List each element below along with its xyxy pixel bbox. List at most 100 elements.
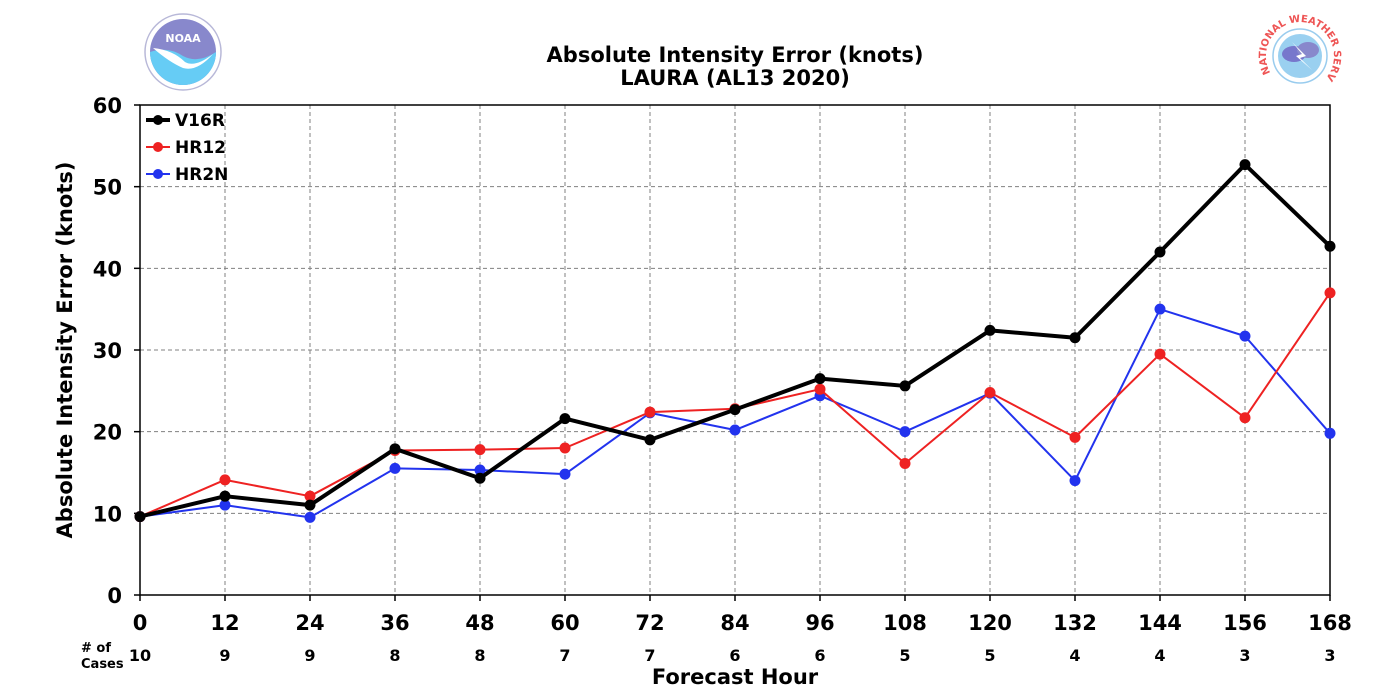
x-tick-label: 48 [465, 611, 494, 635]
cases-label-line1: # of [81, 641, 111, 656]
data-point-hr2n [899, 426, 911, 438]
case-count: 8 [389, 646, 400, 665]
data-point-hr12 [984, 386, 996, 398]
case-count: 6 [729, 646, 740, 665]
data-point-hr2n [389, 462, 401, 474]
case-count: 9 [304, 646, 315, 665]
x-tick-label: 36 [380, 611, 409, 635]
data-point-hr12 [1239, 412, 1251, 424]
legend-marker [153, 169, 163, 179]
data-point-hr12 [1324, 287, 1336, 299]
x-tick-label: 84 [720, 611, 749, 635]
data-point-hr12 [1069, 431, 1081, 443]
data-point-hr2n [219, 499, 231, 511]
x-tick-label: 72 [635, 611, 664, 635]
data-point-hr2n [1239, 330, 1251, 342]
legend-marker [153, 142, 163, 152]
data-point-hr12 [899, 458, 911, 470]
cases-label-line2: Cases [81, 657, 124, 672]
y-tick-label: 50 [93, 176, 122, 200]
data-point-v16r [389, 443, 401, 455]
series-v16r [134, 159, 1336, 523]
x-tick-label: 156 [1223, 611, 1267, 635]
data-point-hr12 [219, 474, 231, 486]
y-axis: 0 10 20 30 40 50 60 [93, 94, 140, 608]
x-tick-label: 168 [1308, 611, 1352, 635]
x-tick-label: 120 [968, 611, 1012, 635]
data-point-v16r [474, 472, 486, 484]
y-tick-label: 10 [93, 502, 122, 526]
legend-label: HR2N [175, 165, 228, 185]
data-point-hr12 [644, 406, 656, 418]
case-count: 7 [559, 646, 570, 665]
noaa-logo-text: NOAA [165, 32, 201, 45]
grid-lines [140, 105, 1330, 595]
y-tick-label: 40 [93, 257, 122, 281]
data-point-hr2n [1324, 427, 1336, 439]
case-count: 4 [1069, 646, 1080, 665]
x-tick-label: 96 [805, 611, 834, 635]
nws-logo: NATIONAL WEATHER SERVICE [1258, 14, 1342, 84]
data-point-v16r [814, 373, 826, 385]
case-count: 3 [1324, 646, 1335, 665]
legend-label: HR12 [175, 138, 226, 158]
data-point-hr12 [814, 383, 826, 395]
legend-item-hr2n: HR2N [146, 165, 228, 185]
data-point-hr2n [1069, 475, 1081, 487]
data-point-hr2n [729, 424, 741, 436]
data-point-v16r [219, 490, 231, 502]
case-count: 10 [129, 646, 151, 665]
legend-marker [153, 115, 163, 125]
data-point-hr2n [304, 511, 316, 523]
noaa-logo: NOAA [144, 13, 222, 91]
data-point-hr12 [304, 490, 316, 502]
data-point-v16r [1239, 159, 1251, 171]
case-count: 3 [1239, 646, 1250, 665]
data-point-hr12 [474, 444, 486, 456]
data-point-v16r [1069, 332, 1081, 344]
data-point-hr12 [559, 442, 571, 454]
case-count: 5 [984, 646, 995, 665]
x-tick-label: 132 [1053, 611, 1097, 635]
x-tick-label: 0 [133, 611, 148, 635]
x-tick-label: 12 [210, 611, 239, 635]
data-point-v16r [899, 380, 911, 392]
x-axis: 0 12 24 36 48 60 72 84 96 108 120 132 144 156 168 [133, 595, 1352, 635]
data-point-hr2n [559, 468, 571, 480]
y-tick-label: 30 [93, 339, 122, 363]
legend-item-hr12: HR12 [146, 138, 226, 158]
x-tick-label: 60 [550, 611, 579, 635]
data-point-v16r [984, 324, 996, 336]
series-layer [134, 159, 1336, 523]
data-point-v16r [559, 413, 571, 425]
legend-label: V16R [175, 111, 225, 131]
cases-row: 10 9 9 8 8 7 7 6 6 5 5 4 4 3 3 [129, 646, 1336, 665]
legend-item-v16r: V16R [146, 111, 225, 131]
data-point-hr2n [474, 464, 486, 476]
data-point-hr12 [1154, 348, 1166, 360]
x-tick-label: 24 [295, 611, 324, 635]
data-point-hr2n [1154, 303, 1166, 315]
x-tick-label: 108 [883, 611, 927, 635]
y-tick-label: 60 [93, 94, 122, 118]
case-count: 4 [1154, 646, 1165, 665]
case-count: 5 [899, 646, 910, 665]
y-tick-label: 0 [107, 584, 122, 608]
y-tick-label: 20 [93, 421, 122, 445]
case-count: 6 [814, 646, 825, 665]
y-axis-label: Absolute Intensity Error (knots) [53, 162, 77, 539]
data-point-v16r [644, 434, 656, 446]
data-point-v16r [1324, 240, 1336, 252]
case-count: 9 [219, 646, 230, 665]
data-point-v16r [729, 404, 741, 416]
case-count: 7 [644, 646, 655, 665]
x-tick-label: 144 [1138, 611, 1182, 635]
data-point-v16r [304, 499, 316, 511]
x-axis-label: Forecast Hour [652, 665, 819, 689]
chart-title: Absolute Intensity Error (knots) [547, 43, 924, 67]
legend: V16R HR12 HR2N [146, 111, 228, 185]
chart-subtitle: LAURA (AL13 2020) [620, 66, 850, 90]
data-point-v16r [1154, 246, 1166, 258]
data-point-v16r [134, 511, 146, 523]
